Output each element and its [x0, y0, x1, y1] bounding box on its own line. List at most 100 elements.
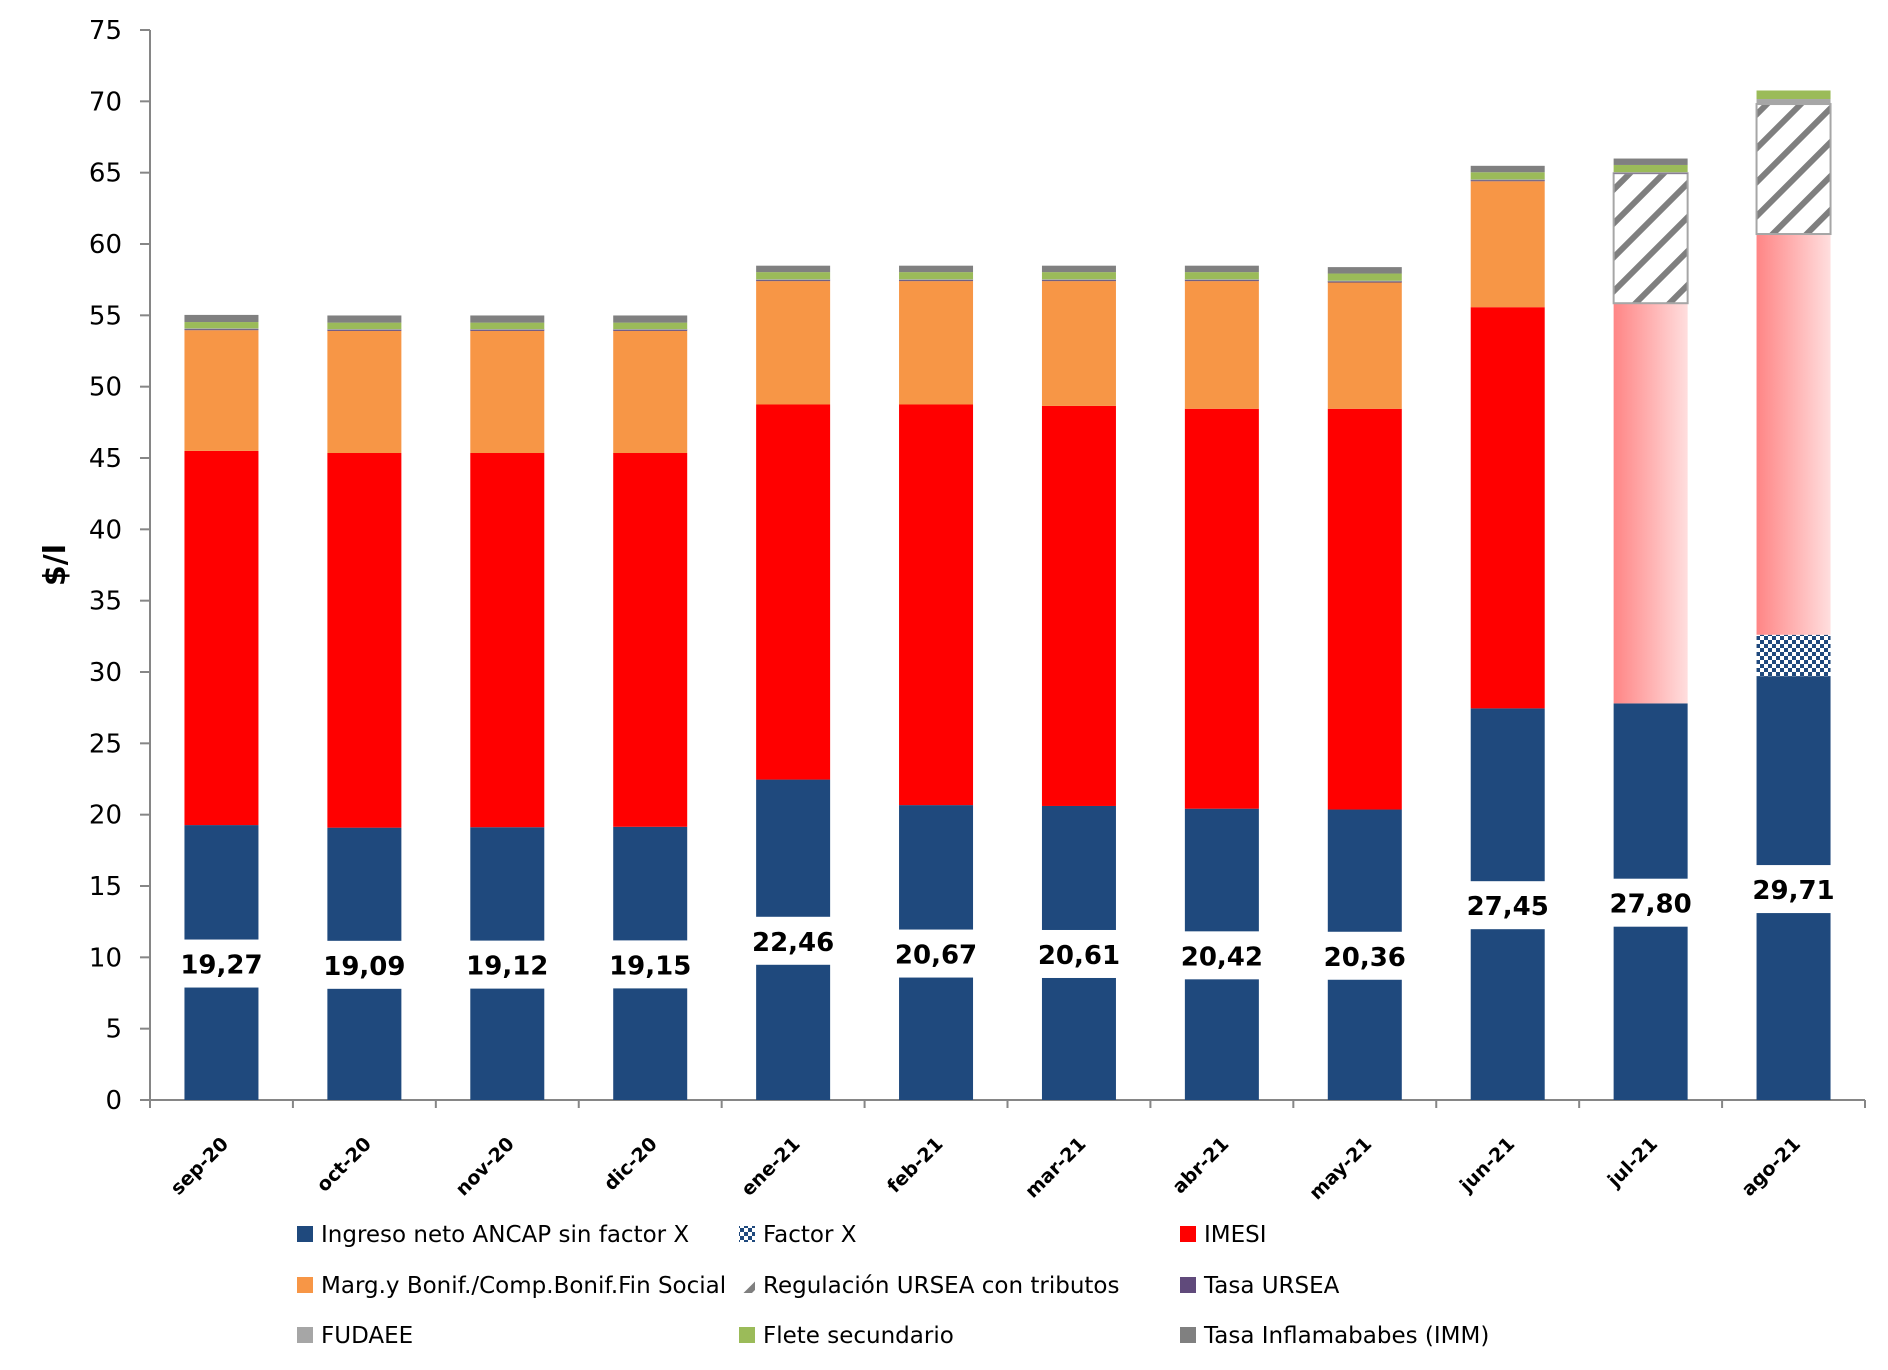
bar-segment-fudaee	[327, 329, 402, 331]
y-tick-label: 75	[89, 16, 122, 46]
bar-segment-tasa-ursea	[327, 329, 402, 331]
bar-segment-marg-y-bonif-comp-bonif-fin-social	[1184, 281, 1259, 409]
bar-segment-fudaee	[613, 329, 688, 331]
bar-segment-flete-secundario	[470, 322, 545, 330]
data-label-background	[459, 940, 556, 989]
y-tick-label: 0	[105, 1086, 122, 1116]
bars	[184, 90, 1832, 1100]
data-label-background	[173, 939, 270, 988]
bar-segment-imesi	[1470, 307, 1545, 709]
bar-segment-tasa-ursea	[184, 328, 259, 331]
data-label-background	[1030, 929, 1127, 978]
bar-segment-tasa-inflamababes-imm	[184, 314, 259, 323]
data-label: 19,12	[466, 952, 548, 982]
y-tick-label: 60	[89, 230, 122, 260]
bar-segment-fudaee	[1041, 279, 1116, 281]
x-tick-label: jun-21	[1455, 1133, 1519, 1197]
data-label: 20,67	[895, 941, 977, 971]
legend-label: Tasa URSEA	[1203, 1273, 1340, 1299]
x-axis: sep-20 oct-20 nov-20 dic-20 ene-21 feb-21 mar-…	[149, 1099, 1866, 1204]
y-tick-label: 35	[89, 587, 122, 617]
data-label-background	[1745, 865, 1842, 914]
legend-label: Marg.y Bonif./Comp.Bonif.Fin Social	[321, 1273, 726, 1299]
bar-segment-marg-y-bonif-comp-bonif-fin-social	[184, 330, 259, 451]
y-tick-label: 25	[89, 729, 122, 759]
y-tick-label: 10	[89, 943, 122, 973]
bar-segment-tasa-inflamababes-imm	[756, 265, 831, 273]
y-tick-label: 65	[89, 159, 122, 189]
y-tick-label: 30	[89, 658, 122, 688]
bar-segment-tasa-ursea	[756, 279, 831, 282]
data-label-background	[745, 916, 842, 965]
x-tick-label: jul-21	[1603, 1133, 1662, 1192]
bar-segment-fudaee	[1470, 179, 1545, 181]
x-tick-label: ago-21	[1737, 1133, 1805, 1201]
bar-segment-imesi	[184, 450, 259, 826]
bar-segment-imesi	[1756, 234, 1831, 635]
legend-swatch	[1180, 1277, 1196, 1293]
data-label-background	[1602, 878, 1699, 927]
bar-segment-flete-secundario	[1184, 272, 1259, 280]
legend-label: IMESI	[1204, 1222, 1267, 1248]
bar-segment-fudaee	[756, 279, 831, 281]
legend-swatch	[1180, 1327, 1196, 1343]
data-label-background	[1459, 881, 1556, 930]
bar-segment-factor-x	[1756, 634, 1831, 677]
data-label-background	[1173, 931, 1270, 980]
legend-swatch	[1180, 1226, 1196, 1242]
bar-segment-tasa-ursea	[470, 329, 545, 331]
data-label: 29,71	[1752, 876, 1834, 906]
data-label: 20,36	[1324, 943, 1406, 973]
bar-segment-fudaee	[184, 328, 259, 330]
bar-segment-tasa-ursea	[1327, 281, 1402, 283]
data-label: 20,42	[1181, 942, 1263, 972]
legend-swatch	[297, 1327, 313, 1343]
data-label: 20,61	[1038, 941, 1120, 971]
legend-swatch	[297, 1277, 313, 1293]
bar-segment-flete-secundario	[1470, 172, 1545, 180]
y-tick-label: 5	[105, 1015, 122, 1045]
bar-segment-marg-y-bonif-comp-bonif-fin-social	[756, 281, 831, 405]
bar-segment-flete-secundario	[756, 272, 831, 280]
bar-segment-flete-secundario	[1041, 272, 1116, 280]
bar-segment-tasa-inflamababes-imm	[1184, 265, 1259, 273]
legend-label: Flete secundario	[763, 1323, 954, 1349]
x-tick-label: feb-21	[883, 1133, 947, 1197]
bar-segment-imesi	[470, 453, 545, 828]
legend-swatch	[739, 1226, 755, 1242]
bar-segment-imesi	[756, 404, 831, 780]
data-label-background	[1316, 931, 1413, 980]
bar-segment-tasa-inflamababes-imm	[1613, 158, 1688, 165]
x-tick-label: ene-21	[737, 1133, 805, 1201]
bar-segment-regulaci-n-ursea-con-tributos	[1755, 103, 1832, 236]
legend-label: Regulación URSEA con tributos	[763, 1273, 1119, 1299]
data-label-background	[602, 940, 699, 989]
data-label: 19,27	[180, 951, 262, 981]
data-label-background	[316, 940, 413, 989]
data-label: 22,46	[752, 928, 834, 958]
bar-segment-imesi	[899, 404, 974, 806]
x-tick-label: dic-20	[600, 1133, 662, 1195]
y-axis-title: $/l	[38, 544, 73, 586]
y-tick-label: 50	[89, 373, 122, 403]
bar-segment-tasa-inflamababes-imm	[1041, 265, 1116, 273]
bar-segment-fudaee	[899, 279, 974, 281]
bar-segment-marg-y-bonif-comp-bonif-fin-social	[899, 281, 974, 405]
bar-segment-marg-y-bonif-comp-bonif-fin-social	[1470, 181, 1545, 308]
bar-segment-fudaee	[1613, 172, 1688, 174]
bar-segment-flete-secundario	[899, 272, 974, 280]
legend-label: Tasa Inflamababes (IMM)	[1203, 1323, 1489, 1349]
bar-segment-imesi	[1613, 303, 1688, 704]
data-label: 27,80	[1610, 890, 1692, 920]
legend-swatch	[739, 1327, 755, 1343]
legend-label: Factor X	[763, 1222, 857, 1248]
bar-segment-marg-y-bonif-comp-bonif-fin-social	[1041, 281, 1116, 406]
bar-segment-tasa-ursea	[613, 329, 688, 331]
bar-segment-flete-secundario	[184, 322, 259, 329]
bar-segment-marg-y-bonif-comp-bonif-fin-social	[613, 330, 688, 454]
data-label: 27,45	[1467, 892, 1549, 922]
bar-segment-fudaee	[1184, 279, 1259, 281]
bar-segment-marg-y-bonif-comp-bonif-fin-social	[327, 330, 402, 454]
bar-segment-fudaee	[1327, 280, 1402, 282]
